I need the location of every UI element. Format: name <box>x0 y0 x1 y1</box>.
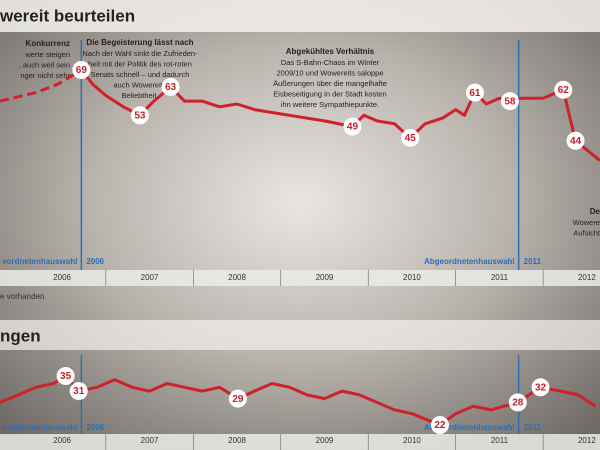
title: wereit beurteilen <box>0 6 135 25</box>
point-marker <box>228 389 247 408</box>
annotation-text: Äußerungen über die mangelhafte <box>273 79 387 88</box>
x-tick-label: 2012 <box>578 273 596 282</box>
annotation-title: Konkurrenz <box>26 39 70 48</box>
annotation-text: Eisbeseitigung in der Stadt kosten <box>273 89 386 98</box>
point-marker <box>566 131 585 150</box>
point-marker <box>430 416 449 435</box>
point-label: 35 <box>60 371 72 382</box>
point-marker <box>56 367 75 385</box>
point-label: 58 <box>504 96 516 107</box>
x-tick-label: 2007 <box>141 273 159 282</box>
point-marker <box>130 106 149 125</box>
point-marker <box>465 83 484 102</box>
title-band <box>0 320 600 350</box>
annotation-text: heit mit der Politik des rot-roten <box>88 59 192 68</box>
point-marker <box>531 378 550 397</box>
event-label: eordnetenhauswahl <box>2 423 77 432</box>
point-marker <box>69 382 88 401</box>
x-tick-label: 2009 <box>316 436 334 445</box>
title: ngen <box>0 326 41 345</box>
event-year: 2006 <box>86 423 104 432</box>
x-tick-label: 2006 <box>53 273 71 282</box>
annotation-text: 2009/10 und Wowereits saloppe <box>276 68 383 77</box>
point-label: 32 <box>535 382 547 393</box>
annotation-title: Abgekühltes Verhältnis <box>286 47 375 56</box>
annotation-text: Nach der Wahl sinkt die Zufrieden- <box>82 49 198 58</box>
x-tick-label: 2006 <box>53 436 71 445</box>
annotation-text: Wowere <box>573 218 600 227</box>
annotation-text: , auch weil sein <box>19 60 70 69</box>
x-tick-label: 2010 <box>403 273 421 282</box>
annotation-text: Das S-Bahn-Chaos im Winter <box>281 58 380 67</box>
annotation-text: nger nicht sehr <box>20 71 70 80</box>
point-label: 45 <box>405 133 417 144</box>
annotation-text: werte steigen <box>24 50 70 59</box>
annotation-title: Die Begeisterung lässt nach <box>86 38 193 47</box>
annotation-text: Senats schnell – und dadurch <box>91 70 190 79</box>
point-label: 29 <box>232 394 244 405</box>
x-tick-label: 2008 <box>228 273 246 282</box>
event-year: 2011 <box>524 257 542 266</box>
event-label: Abgeordnetenhauswahl <box>424 423 515 432</box>
point-label: 62 <box>558 85 570 96</box>
x-tick-label: 2011 <box>491 436 509 445</box>
note: e vorhanden <box>0 292 44 301</box>
annotation-text: auch Wowereits <box>113 80 166 89</box>
annotation-text: ihn weitere Sympathiepunkte. <box>281 100 379 109</box>
point-label: 49 <box>347 122 359 133</box>
annotation-title: De <box>590 207 600 216</box>
event-label: eordnetenhauswahl <box>2 257 77 266</box>
x-tick-label: 2010 <box>403 436 421 445</box>
x-tick-label: 2011 <box>491 273 509 282</box>
x-tick-label: 2007 <box>141 436 159 445</box>
annotation-text: Aufsicht <box>573 228 600 237</box>
x-tick-label: 2009 <box>316 273 334 282</box>
x-tick-label: 2008 <box>228 436 246 445</box>
x-tick-label: 2012 <box>578 436 596 445</box>
data-line <box>0 68 83 103</box>
point-label: 28 <box>512 398 524 409</box>
point-label: 61 <box>469 88 481 99</box>
year-band <box>0 270 600 286</box>
event-label: Abgeordnetenhauswahl <box>424 257 515 266</box>
point-label: 53 <box>134 110 146 121</box>
data-line <box>0 374 597 427</box>
point-marker <box>554 80 573 99</box>
point-marker <box>500 92 519 111</box>
year-band <box>0 434 600 450</box>
point-marker <box>343 117 362 136</box>
point-marker <box>72 61 91 79</box>
event-year: 2011 <box>524 423 542 432</box>
point-label: 63 <box>165 82 177 93</box>
point-marker <box>508 393 527 412</box>
annotation-text: Beliebtheit. <box>121 91 158 100</box>
point-label: 69 <box>76 65 88 76</box>
title-band <box>0 0 600 32</box>
point-label: 31 <box>73 386 85 397</box>
point-label: 22 <box>434 420 446 431</box>
point-marker <box>161 77 180 96</box>
point-label: 44 <box>570 136 582 147</box>
event-year: 2006 <box>86 257 104 266</box>
point-marker <box>401 128 420 147</box>
